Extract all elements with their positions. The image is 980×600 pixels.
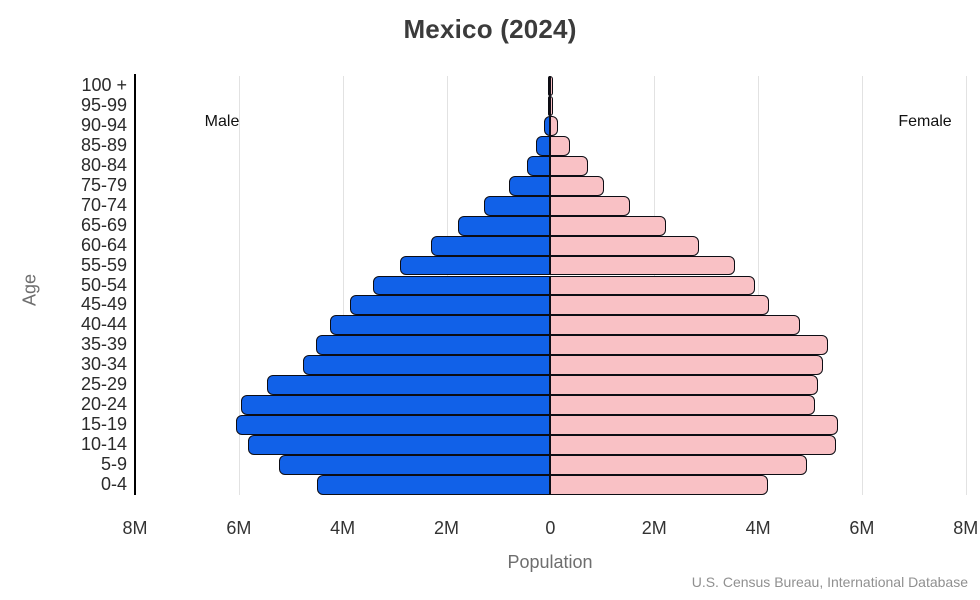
bar-male-70-74 xyxy=(483,195,551,216)
age-label-75-79: 75-79 xyxy=(80,174,127,195)
age-label-80-84: 80-84 xyxy=(80,154,127,175)
bar-female-30-34 xyxy=(550,355,824,376)
bar-male-80-84 xyxy=(527,155,551,176)
age-label-45-49: 45-49 xyxy=(80,294,127,315)
age-label-10-14: 10-14 xyxy=(80,434,127,455)
bar-male-60-64 xyxy=(430,235,551,256)
y-axis-line xyxy=(134,74,136,495)
age-label-100plus: 100 + xyxy=(81,75,127,95)
bar-female-95-99 xyxy=(550,95,553,116)
male-series-label: Male xyxy=(204,113,240,130)
bar-male-55-59 xyxy=(400,255,551,276)
bar-male-65-69 xyxy=(458,215,551,236)
bar-male-30-34 xyxy=(303,355,551,376)
bar-male-25-29 xyxy=(266,375,551,396)
gridline-8M xyxy=(965,76,967,495)
bar-male-10-14 xyxy=(247,435,551,456)
bar-female-15-19 xyxy=(550,415,839,436)
age-label-50-54: 50-54 xyxy=(80,274,127,295)
x-tick-6M: 6M xyxy=(849,518,875,538)
bar-male-0-4 xyxy=(316,475,551,495)
bar-female-85-89 xyxy=(550,135,570,156)
bar-male-100plus xyxy=(547,76,551,96)
bar-male-40-44 xyxy=(330,315,551,336)
bar-male-45-49 xyxy=(349,295,551,316)
bar-female-60-64 xyxy=(550,235,700,256)
x-tick-2M: 2M xyxy=(641,518,667,538)
gridline--4M xyxy=(342,76,344,495)
gridline--6M xyxy=(238,76,240,495)
bar-male-95-99 xyxy=(547,95,551,116)
bar-female-65-69 xyxy=(550,215,666,236)
bar-male-50-54 xyxy=(373,275,551,296)
bar-female-55-59 xyxy=(550,255,735,276)
x-tick-4M: 4M xyxy=(745,518,771,538)
bar-male-5-9 xyxy=(278,455,551,475)
bar-female-80-84 xyxy=(550,155,588,176)
x-tick--6M: 6M xyxy=(226,518,252,538)
bar-female-35-39 xyxy=(550,335,829,356)
age-label-35-39: 35-39 xyxy=(80,334,127,355)
population-axis-title: Population xyxy=(507,552,593,572)
bar-female-75-79 xyxy=(550,175,605,196)
age-label-40-44: 40-44 xyxy=(80,314,127,335)
age-label-5-9: 5-9 xyxy=(100,454,127,475)
bar-female-50-54 xyxy=(550,275,756,296)
bar-female-25-29 xyxy=(550,375,819,396)
age-label-65-69: 65-69 xyxy=(80,214,127,235)
bar-male-85-89 xyxy=(536,135,551,156)
bar-female-90-94 xyxy=(550,115,559,136)
bar-female-100plus xyxy=(550,76,553,96)
age-label-95-99: 95-99 xyxy=(80,94,127,115)
gridline-6M xyxy=(861,76,863,495)
x-tick--2M: 2M xyxy=(433,518,459,538)
bar-female-10-14 xyxy=(550,435,836,456)
age-label-90-94: 90-94 xyxy=(80,114,127,135)
x-tick--8M: 8M xyxy=(122,518,148,538)
chart-title: Mexico (2024) xyxy=(403,14,577,44)
source-attribution: U.S. Census Bureau, International Databa… xyxy=(691,574,968,590)
bar-male-90-94 xyxy=(544,115,551,136)
bar-female-40-44 xyxy=(550,315,801,336)
age-label-60-64: 60-64 xyxy=(80,234,127,255)
bar-female-45-49 xyxy=(550,295,769,316)
age-axis-title: Age xyxy=(19,273,40,307)
x-tick-8M: 8M xyxy=(953,518,979,538)
x-tick-0M: 0 xyxy=(545,518,556,538)
gridline-4M xyxy=(758,76,760,495)
bar-female-5-9 xyxy=(550,455,807,475)
age-label-0-4: 0-4 xyxy=(100,474,127,494)
bar-female-20-24 xyxy=(550,395,815,416)
age-label-55-59: 55-59 xyxy=(80,254,127,275)
age-label-70-74: 70-74 xyxy=(80,194,127,215)
bar-male-15-19 xyxy=(235,415,551,436)
bar-male-75-79 xyxy=(509,175,551,196)
bar-female-70-74 xyxy=(550,195,630,216)
age-label-30-34: 30-34 xyxy=(80,354,127,375)
age-label-20-24: 20-24 xyxy=(80,394,127,415)
age-label-15-19: 15-19 xyxy=(80,414,127,435)
bar-male-20-24 xyxy=(240,395,551,416)
age-label-85-89: 85-89 xyxy=(80,134,127,155)
female-series-label: Female xyxy=(898,113,952,130)
bar-male-35-39 xyxy=(315,335,551,356)
bar-female-0-4 xyxy=(550,475,768,495)
age-label-25-29: 25-29 xyxy=(80,374,127,395)
x-tick--4M: 4M xyxy=(330,518,356,538)
